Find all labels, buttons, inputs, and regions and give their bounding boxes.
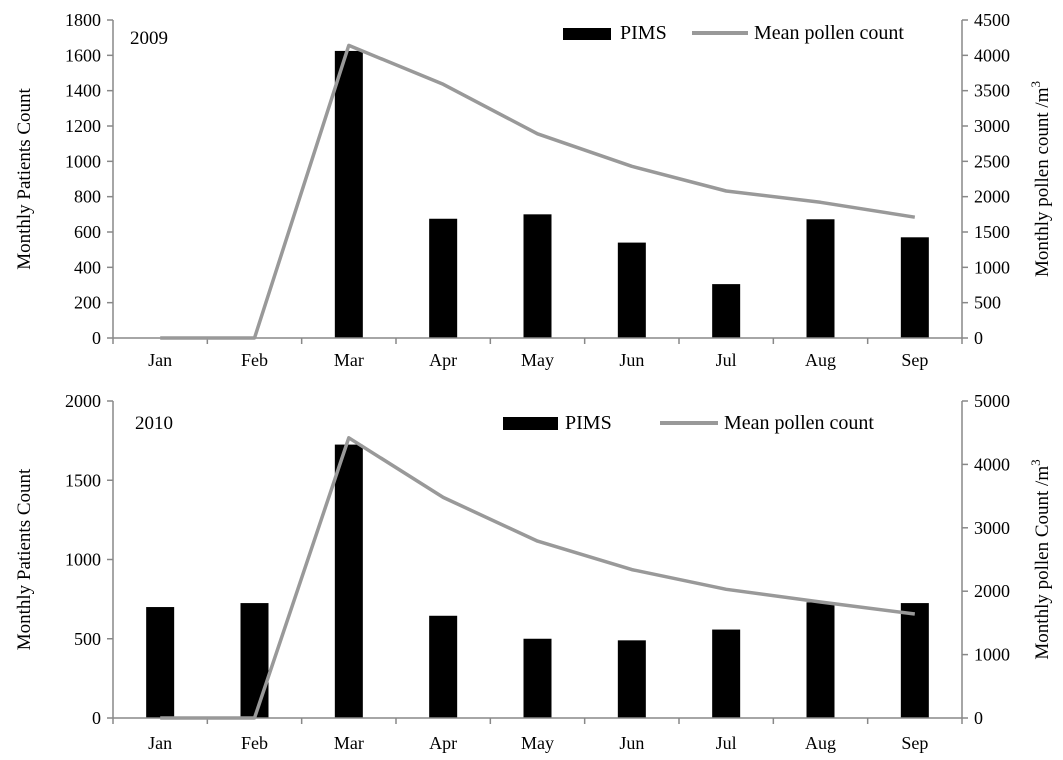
panel-year-label: 2010 xyxy=(135,413,173,434)
category-label-jul: Jul xyxy=(716,350,737,370)
category-label-jan: Jan xyxy=(148,350,172,370)
right-tick-label: 500 xyxy=(974,293,1001,313)
right-tick-label: 0 xyxy=(974,328,983,348)
right-tick-label: 1000 xyxy=(974,257,1010,277)
right-axis-title: Monthly pollen Count /m3 xyxy=(1028,459,1053,659)
bar-mar xyxy=(335,51,363,338)
right-tick-label: 3500 xyxy=(974,81,1010,101)
left-tick-label: 1000 xyxy=(65,151,101,171)
right-tick-label: 3000 xyxy=(974,116,1010,136)
bar-mar xyxy=(335,445,363,718)
category-label-sep: Sep xyxy=(901,733,928,753)
chart-panel-2010: 0 500 1000 1500 2000 0 1000 2000 3000 4000 5000 Jan… xyxy=(14,391,1053,753)
right-axis-title-text: Monthly pollen count /m xyxy=(1032,87,1053,277)
right-axis-title-superscript: 3 xyxy=(1028,459,1043,466)
bar-aug xyxy=(807,219,835,338)
category-label-mar: Mar xyxy=(334,350,364,370)
bar-sep xyxy=(901,237,929,338)
legend-label-pollen: Mean pollen count xyxy=(754,22,904,44)
bar-feb xyxy=(241,603,269,718)
category-label-may: May xyxy=(521,350,554,370)
category-label-jun: Jun xyxy=(619,350,644,370)
bar-may xyxy=(524,214,552,338)
category-label-mar: Mar xyxy=(334,733,364,753)
left-axis-title: Monthly Patients Count xyxy=(14,88,35,270)
category-label-may: May xyxy=(521,733,554,753)
chart-panel-2009: 0 200 400 600 800 1000 1200 1400 1600 1800 0 500 100… xyxy=(14,10,1053,370)
left-tick-label: 0 xyxy=(92,708,101,728)
bar-jul xyxy=(712,630,740,718)
legend-label-pims: PIMS xyxy=(620,22,667,44)
left-tick-label: 400 xyxy=(74,257,101,277)
right-tick-label: 4000 xyxy=(974,45,1010,65)
left-tick-label: 600 xyxy=(74,222,101,242)
bar-jul xyxy=(712,284,740,338)
left-tick-label: 0 xyxy=(92,328,101,348)
right-tick-label: 4000 xyxy=(974,454,1010,474)
bar-aug xyxy=(807,602,835,718)
right-axis-title-superscript: 3 xyxy=(1028,81,1043,88)
category-label-apr: Apr xyxy=(429,733,457,753)
category-label-jul: Jul xyxy=(716,733,737,753)
right-tick-label: 4500 xyxy=(974,10,1010,30)
category-label-aug: Aug xyxy=(805,733,836,753)
legend-swatch-pims xyxy=(563,28,611,40)
category-label-feb: Feb xyxy=(241,350,268,370)
bar-jun xyxy=(618,640,646,718)
right-tick-label: 2000 xyxy=(974,187,1010,207)
category-label-jun: Jun xyxy=(619,733,644,753)
legend-label-pollen: Mean pollen count xyxy=(724,412,874,434)
bar-apr xyxy=(429,219,457,338)
left-tick-label: 1200 xyxy=(65,116,101,136)
legend: PIMS Mean pollen count xyxy=(503,412,874,434)
bar-may xyxy=(524,639,552,718)
left-tick-label: 500 xyxy=(74,629,101,649)
right-tick-label: 2500 xyxy=(974,151,1010,171)
bar-jun xyxy=(618,243,646,338)
category-label-apr: Apr xyxy=(429,350,457,370)
legend-swatch-pims xyxy=(503,417,558,430)
right-axis-title: Monthly pollen count /m3 xyxy=(1028,81,1053,277)
left-tick-label: 1400 xyxy=(65,81,101,101)
category-label-jan: Jan xyxy=(148,733,172,753)
category-label-aug: Aug xyxy=(805,350,836,370)
bar-apr xyxy=(429,616,457,718)
right-tick-label: 1500 xyxy=(974,222,1010,242)
left-axis-title: Monthly Patients Count xyxy=(14,468,35,650)
right-tick-label: 0 xyxy=(974,708,983,728)
left-tick-label: 2000 xyxy=(65,391,101,411)
bar-sep xyxy=(901,603,929,718)
panel-year-label: 2009 xyxy=(130,28,168,49)
right-tick-label: 1000 xyxy=(974,645,1010,665)
right-tick-label: 5000 xyxy=(974,391,1010,411)
category-label-feb: Feb xyxy=(241,733,268,753)
category-label-sep: Sep xyxy=(901,350,928,370)
right-tick-label: 2000 xyxy=(974,581,1010,601)
bar-jan xyxy=(146,607,174,718)
left-tick-label: 200 xyxy=(74,293,101,313)
legend-label-pims: PIMS xyxy=(565,412,612,434)
left-tick-label: 1600 xyxy=(65,45,101,65)
left-tick-label: 1800 xyxy=(65,10,101,30)
left-tick-label: 1000 xyxy=(65,550,101,570)
left-tick-label: 800 xyxy=(74,187,101,207)
legend: PIMS Mean pollen count xyxy=(563,22,904,44)
right-tick-label: 3000 xyxy=(974,518,1010,538)
left-tick-label: 1500 xyxy=(65,470,101,490)
right-axis-title-text: Monthly pollen Count /m xyxy=(1032,466,1053,660)
